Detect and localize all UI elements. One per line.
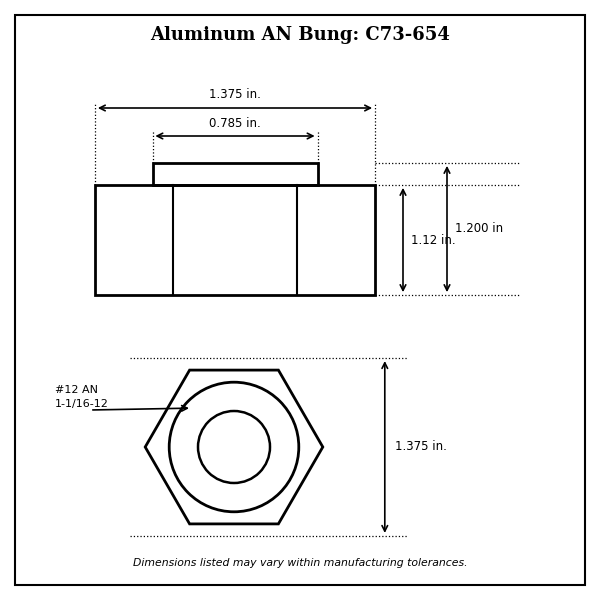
Bar — [152, 163, 317, 185]
Bar — [95, 185, 375, 295]
Text: 1.200 in: 1.200 in — [455, 223, 503, 235]
Text: 1.12 in.: 1.12 in. — [411, 233, 455, 247]
Text: 1.375 in.: 1.375 in. — [395, 440, 446, 454]
Text: Dimensions listed may vary within manufacturing tolerances.: Dimensions listed may vary within manufa… — [133, 558, 467, 568]
Text: #12 AN
1-1/16-12: #12 AN 1-1/16-12 — [55, 385, 109, 409]
Text: 1.375 in.: 1.375 in. — [209, 88, 261, 101]
Text: 0.785 in.: 0.785 in. — [209, 117, 261, 130]
Text: Aluminum AN Bung: C73-654: Aluminum AN Bung: C73-654 — [150, 26, 450, 44]
